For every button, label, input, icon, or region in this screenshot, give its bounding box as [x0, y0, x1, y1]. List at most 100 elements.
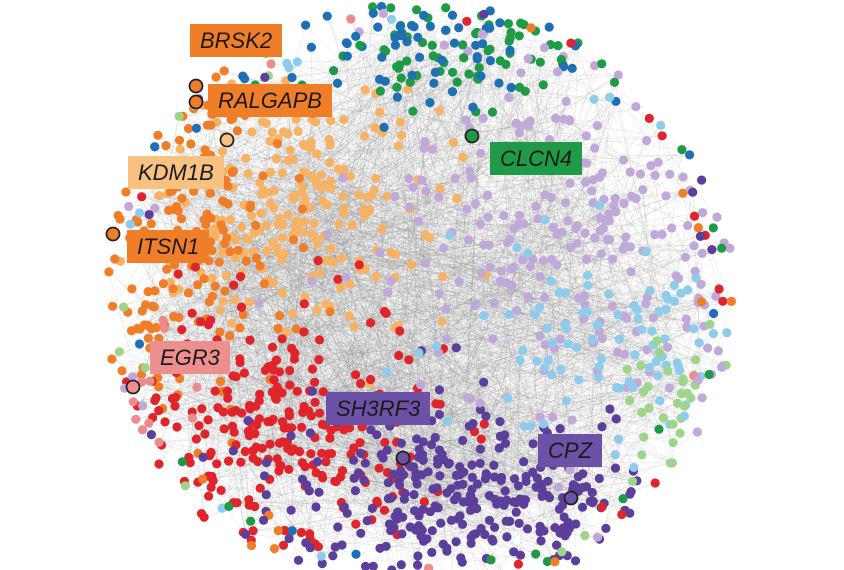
gene-node: [222, 233, 232, 243]
gene-node: [519, 20, 529, 30]
gene-node: [601, 523, 611, 534]
gene-node: [224, 456, 234, 466]
gene-node: [236, 457, 246, 467]
gene-node: [154, 406, 164, 416]
gene-node: [404, 202, 415, 212]
gene-node: [251, 220, 261, 230]
gene-node: [503, 393, 513, 403]
gene-node: [177, 193, 187, 203]
gene-node: [512, 243, 522, 253]
gene-node: [226, 318, 237, 328]
gene-node: [121, 187, 131, 197]
gene-node: [347, 220, 357, 230]
gene-node: [220, 286, 230, 296]
gene-node: [726, 296, 737, 306]
gene-node: [442, 488, 452, 498]
gene-node: [356, 528, 366, 538]
gene-node: [697, 297, 707, 307]
gene-node: [605, 404, 615, 414]
gene-node: [304, 486, 314, 496]
gene-node: [544, 22, 554, 32]
gene-node: [360, 85, 370, 95]
gene-node: [509, 547, 519, 557]
gene-node: [360, 561, 371, 570]
gene-node: [227, 421, 238, 431]
gene-node: [312, 457, 322, 467]
gene-node: [265, 439, 275, 449]
gene-node: [394, 350, 404, 361]
gene-node: [428, 51, 438, 61]
gene-node: [312, 305, 322, 315]
gene-node: [458, 40, 468, 50]
gene-node: [476, 219, 486, 229]
gene-node: [653, 157, 663, 167]
gene-node: [375, 247, 385, 257]
gene-node: [464, 421, 474, 431]
gene-node: [519, 457, 529, 467]
gene-node: [641, 299, 651, 309]
gene-node: [223, 199, 233, 209]
gene-node: [288, 235, 298, 245]
gene-node: [191, 434, 201, 444]
gene-node: [437, 316, 447, 326]
gene-node: [291, 324, 301, 334]
gene-node: [660, 334, 670, 344]
gene-node: [514, 518, 524, 529]
gene-node: [540, 363, 550, 373]
gene-node: [299, 167, 309, 177]
gene-node: [296, 527, 306, 538]
gene-node: [198, 452, 208, 462]
gene-node: [627, 191, 637, 201]
gene-node: [717, 243, 727, 253]
gene-node: [572, 238, 582, 248]
gene-label-clcn4: CLCN4: [490, 142, 583, 175]
gene-node: [547, 370, 557, 380]
gene-node: [665, 169, 675, 179]
gene-node: [695, 231, 706, 241]
gene-node: [560, 320, 570, 330]
gene-node: [332, 78, 343, 88]
gene-node: [458, 479, 468, 489]
gene-node: [613, 434, 624, 444]
gene-node: [419, 497, 429, 507]
gene-node: [414, 216, 424, 226]
gene-node: [669, 296, 680, 306]
gene-node: [242, 234, 252, 244]
gene-node: [338, 173, 348, 183]
gene-node: [413, 560, 423, 570]
gene-node: [143, 287, 153, 297]
gene-node: [619, 198, 629, 209]
gene-node: [579, 291, 590, 301]
gene-node: [222, 386, 232, 396]
gene-node: [207, 273, 217, 283]
gene-node: [622, 364, 632, 374]
gene-node: [244, 426, 255, 436]
gene-node: [595, 213, 605, 223]
gene-node: [596, 354, 607, 364]
gene-node: [619, 349, 630, 359]
gene-node: [471, 503, 481, 513]
gene-node: [259, 471, 270, 481]
gene-node: [284, 464, 294, 474]
gene-node: [418, 455, 428, 465]
gene-node: [351, 549, 361, 559]
gene-node: [284, 62, 294, 73]
gene-node: [580, 228, 590, 238]
gene-node: [413, 551, 423, 561]
gene-node: [117, 366, 127, 376]
highlighted-node-sh3rf3: [395, 450, 411, 466]
gene-node: [386, 276, 396, 286]
gene-node: [478, 113, 488, 123]
gene-node: [291, 216, 301, 226]
gene-node: [546, 192, 556, 203]
gene-node: [683, 220, 693, 231]
gene-node: [438, 243, 449, 253]
gene-node: [439, 40, 449, 50]
gene-node: [479, 9, 489, 19]
gene-node: [337, 466, 348, 476]
gene-node: [423, 467, 433, 477]
gene-node: [207, 291, 218, 301]
gene-node: [430, 67, 440, 77]
gene-node: [554, 482, 564, 492]
gene-node: [435, 184, 445, 194]
